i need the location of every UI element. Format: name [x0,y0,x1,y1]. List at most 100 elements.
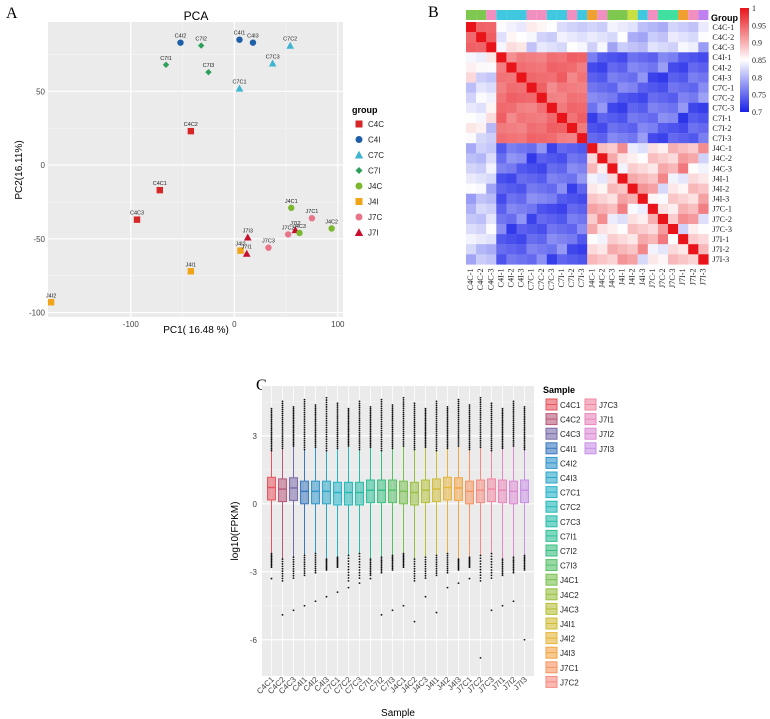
box-outlier [501,447,504,450]
heatmap-group-cell [597,10,608,20]
boxplot-legend-label: J7I3 [599,445,615,454]
box-outlier [402,405,405,408]
pca-legend-key [355,182,363,190]
box-outlier [468,442,471,445]
heatmap-cell [516,22,527,33]
heatmap-cell [556,32,568,43]
pca-point-label: C7I2 [195,37,207,43]
heatmap-cell [688,32,699,43]
boxplot-legend-label: J4I2 [560,635,576,644]
heatmap-row-label: C7C-2 [712,94,734,103]
pca-legend-key [355,120,363,128]
box-outlier [369,439,372,442]
heatmap-cell [567,193,578,204]
heatmap-cell [526,163,537,174]
heatmap-row-label: J4I-2 [712,184,729,193]
box-outlier [523,415,526,418]
box-outlier [490,563,493,566]
box-outlier [402,558,405,561]
heatmap-col-label: C7I-3 [577,268,586,287]
heatmap-cell [607,133,618,144]
heatmap-cell [647,82,659,93]
box-outlier [380,568,383,571]
box-outlier [369,444,372,447]
box-outlier [523,564,526,567]
heatmap-col-label: J4I-2 [628,268,637,285]
heatmap-cell [516,42,527,53]
heatmap-scale-tick: 0.85 [752,56,766,65]
box-outlier [479,407,482,410]
heatmap-cell [476,123,487,134]
box-outlier [402,443,405,445]
heatmap-group-cell [627,10,638,20]
box-outlier [325,417,328,420]
heatmap-cell [688,224,699,235]
box-outlier [424,567,427,570]
box-outlier [380,440,383,443]
boxplot-legend: C4C1C4C2C4C3C4I1C4I2C4I3C7C1C7C2C7C3C7I1… [545,398,618,688]
heatmap-cell [536,234,547,245]
heatmap-row-label: C4I-1 [712,53,731,62]
heatmap-cell [647,92,659,103]
box-outlier [303,448,306,451]
heatmap-cell [546,92,558,103]
heatmap-cell [657,102,669,114]
box-outlier [380,425,383,428]
heatmap-cell [526,203,537,215]
box-outlier [292,440,295,442]
box-outlier [336,443,339,446]
box-outlier [380,613,383,616]
heatmap-cell [597,123,608,134]
box-outlier [523,441,526,443]
pca-point [197,42,205,49]
heatmap-cell [526,62,537,73]
heatmap-group-cell [496,10,507,20]
box-outlier [292,565,295,568]
box-outlier [303,420,306,423]
heatmap-cell [546,173,558,184]
box-outlier [292,421,295,424]
heatmap-cell [496,153,507,164]
box-outlier [314,427,317,430]
heatmap-cell [688,82,699,93]
heatmap-cell [627,62,638,73]
box-outlier [281,400,284,403]
box-outlier [292,428,295,430]
heatmap-cell [496,22,507,33]
box-outlier [303,416,306,418]
box-outlier [523,556,526,558]
heatmap-cell [516,173,527,184]
box-outlier [281,408,284,411]
heatmap-cell [486,42,497,53]
heatmap-cell [556,112,568,124]
heatmap-cell [668,203,679,215]
heatmap-cell [546,234,558,245]
heatmap-cell [688,153,699,164]
box-outlier [270,409,273,412]
boxplot-y-tick: 0 [253,500,258,509]
heatmap-cell [577,42,588,53]
box-outlier [468,435,471,437]
box-outlier [402,419,405,422]
heatmap-cell [698,123,709,134]
heatmap-cell [567,163,578,174]
heatmap-cell [607,183,618,194]
box-outlier [325,431,328,434]
box-outlier [380,416,383,419]
box-outlier [391,567,394,570]
heatmap-cell [688,203,699,215]
box-outlier [270,564,273,567]
heatmap-cell [587,133,598,144]
heatmap-cell [476,42,487,53]
heatmap-cell [627,153,638,164]
box-outlier [325,403,328,406]
box-outlier [292,572,295,575]
heatmap-cell [476,102,487,114]
box-outlier [501,437,504,439]
box-outlier [490,404,493,407]
box-outlier [413,448,416,451]
box-outlier [402,413,405,416]
heatmap-cell [647,62,659,73]
box-outlier [281,402,284,405]
heatmap-cell [678,82,689,93]
